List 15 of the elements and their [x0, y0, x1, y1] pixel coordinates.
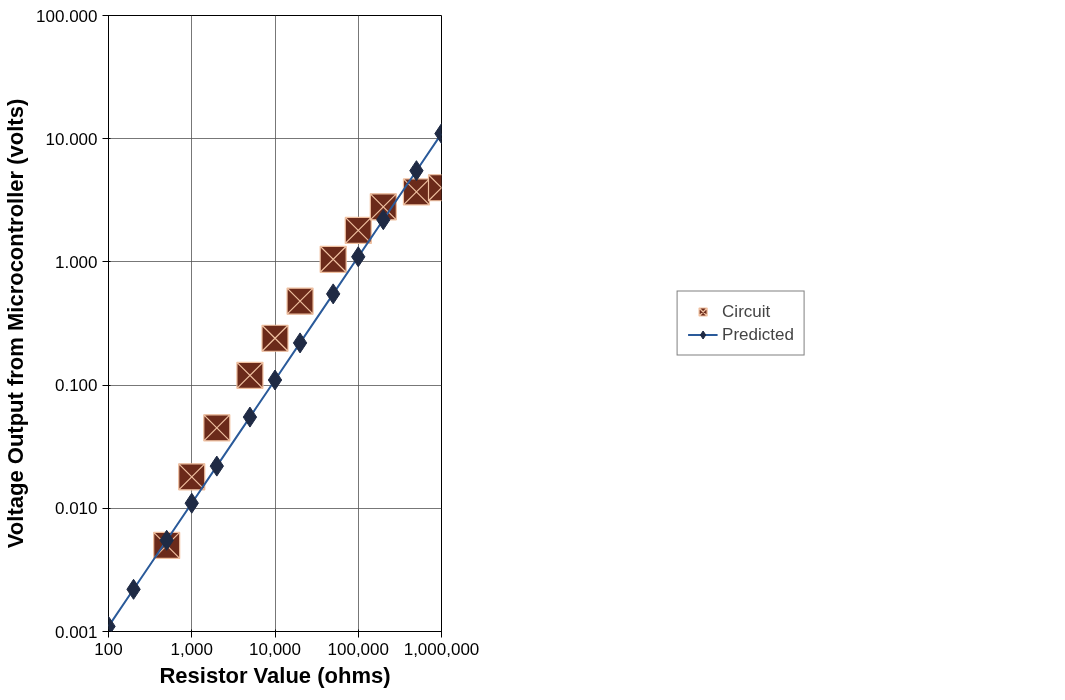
- x-tick-label: 100,000: [327, 639, 389, 659]
- legend-label: Predicted: [722, 324, 794, 345]
- y-axis-title: Voltage Output from Microcontroller (volts): [3, 98, 29, 549]
- x-tick-label: 1,000,000: [403, 639, 480, 659]
- y-tick-label: 0.100: [54, 376, 98, 396]
- y-tick-label: 100.000: [36, 6, 98, 26]
- y-tick-label: 10.000: [45, 129, 98, 149]
- legend-label: Circuit: [722, 301, 771, 322]
- y-tick-label: 0.001: [54, 622, 98, 642]
- x-tick-label: 100: [94, 639, 123, 659]
- y-tick-label: 1.000: [54, 252, 98, 272]
- x-tick-label: 10,000: [249, 639, 301, 659]
- x-tick-label: 1,000: [170, 639, 214, 659]
- x-axis-title: Resistor Value (ohms): [159, 662, 391, 688]
- y-tick-label: 0.010: [54, 499, 98, 519]
